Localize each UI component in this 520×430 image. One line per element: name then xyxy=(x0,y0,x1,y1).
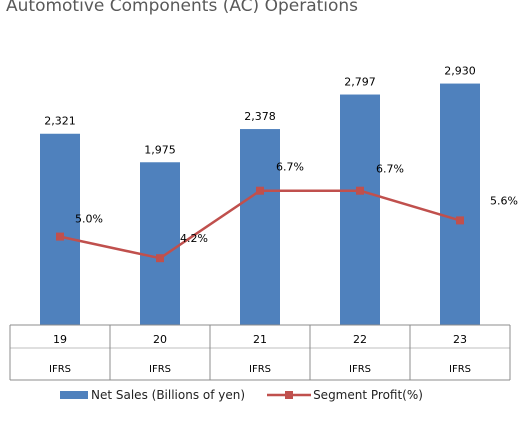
bar-label-20: 1,975 xyxy=(144,143,176,156)
bar-label-21: 2,378 xyxy=(244,110,276,123)
line-marker-19 xyxy=(56,232,64,241)
x-sub-label-23: IFRS xyxy=(449,364,471,375)
line-label-23: 5.6% xyxy=(490,194,518,207)
bar-19 xyxy=(40,133,80,325)
line-label-21: 6.7% xyxy=(276,161,304,174)
line-marker-21 xyxy=(256,186,264,195)
line-label-20: 4.2% xyxy=(180,232,208,245)
x-tick-label-23: 23 xyxy=(453,333,467,346)
x-sub-label-20: IFRS xyxy=(149,364,171,375)
legend-label-segment-profit: Segment Profit(%) xyxy=(313,388,423,402)
legend-item-net-sales: Net Sales (Billions of yen) xyxy=(60,388,245,402)
line-label-22: 6.7% xyxy=(376,163,404,176)
line-marker-20 xyxy=(156,254,164,263)
bar-20 xyxy=(140,162,180,325)
x-sub-label-19: IFRS xyxy=(49,364,71,375)
bar-label-23: 2,930 xyxy=(444,65,476,78)
x-sub-label-22: IFRS xyxy=(349,364,371,375)
line-marker-23 xyxy=(456,216,464,225)
bar-23 xyxy=(440,83,480,326)
line-label-19: 5.0% xyxy=(75,213,103,226)
x-sub-label-21: IFRS xyxy=(249,364,271,375)
legend-line-swatch xyxy=(267,391,312,399)
bar-22 xyxy=(340,94,380,326)
line-marker-22 xyxy=(356,186,364,195)
x-tick-label-21: 21 xyxy=(253,333,267,346)
x-tick-label-22: 22 xyxy=(353,333,367,346)
chart-title: Automotive Components (AC) Operations xyxy=(6,0,359,16)
x-tick-label-19: 19 xyxy=(53,333,67,346)
legend-item-segment-profit: Segment Profit(%) xyxy=(267,388,423,402)
x-tick-label-20: 20 xyxy=(153,333,167,346)
bar-21 xyxy=(240,129,280,325)
legend-label-net-sales: Net Sales (Billions of yen) xyxy=(91,388,246,402)
chart-area: 2,321 1,975 2,378 2,797 2,930 19 IFRS 20 IFRS 21 I… xyxy=(9,65,518,381)
chart-legend: Net Sales (Billions of yen) Segment Prof… xyxy=(60,388,445,402)
bar-label-22: 2,797 xyxy=(344,76,376,89)
bar-label-19: 2,321 xyxy=(44,115,76,128)
legend-bar-swatch xyxy=(60,391,88,399)
